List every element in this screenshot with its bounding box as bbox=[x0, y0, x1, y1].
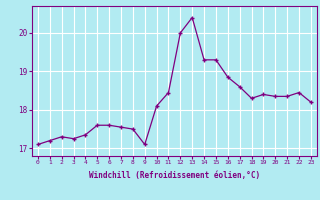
X-axis label: Windchill (Refroidissement éolien,°C): Windchill (Refroidissement éolien,°C) bbox=[89, 171, 260, 180]
